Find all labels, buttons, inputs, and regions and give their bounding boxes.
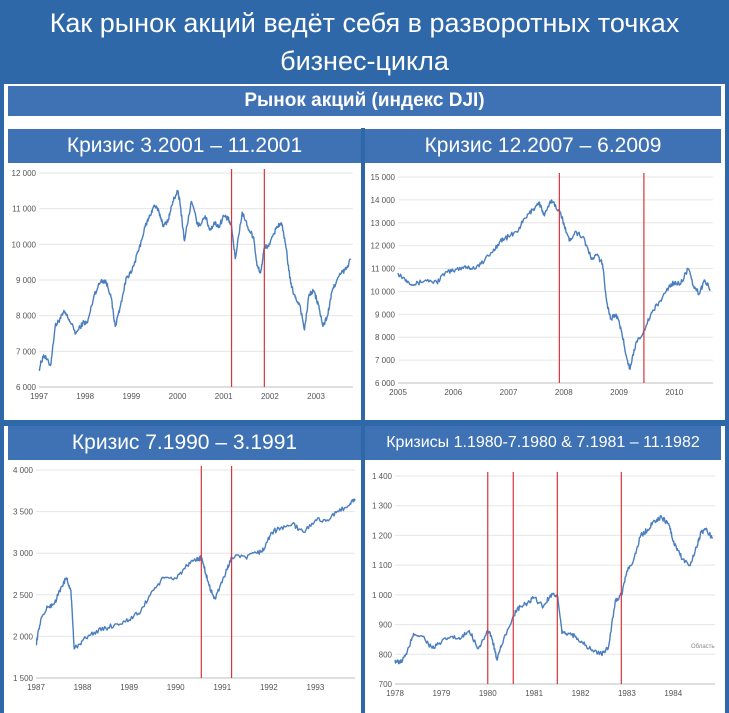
chart-4-svg: 700 800 900 1 000 1 100 1 200 1 300 1 400 1978 19… xyxy=(372,472,715,698)
x-tick-label: 1980 xyxy=(479,689,497,698)
y-tick-label: 13 000 xyxy=(371,219,396,228)
x-tick-label: 1987 xyxy=(27,683,45,692)
chart-1-svg: 6 000 7 000 8 000 9 000 10 000 11 000 12 000 19… xyxy=(12,169,353,401)
x-tick-label: 2010 xyxy=(665,388,683,397)
x-tick-label: 1981 xyxy=(525,689,543,698)
y-tick-label: 9 000 xyxy=(375,310,396,319)
x-tick-label: 2008 xyxy=(555,388,573,397)
title-line-1: Как рынок акций ведёт себя в разворотных… xyxy=(49,8,680,38)
chart-1-title: Кризис 3.2001 – 11.2001 xyxy=(8,129,361,163)
y-tick-label: 6 000 xyxy=(375,379,396,388)
x-tick-label: 1982 xyxy=(572,689,590,698)
x-tick-label: 2000 xyxy=(169,392,187,401)
x-tick-label: 1997 xyxy=(30,392,48,401)
x-tick-label: 1998 xyxy=(76,392,94,401)
y-tick-label: 14 000 xyxy=(371,196,396,205)
y-tick-label: 1 300 xyxy=(372,502,393,511)
chart-1: 6 000 7 000 8 000 9 000 10 000 11 000 12 000 19… xyxy=(8,165,361,420)
x-tick-label: 2003 xyxy=(307,392,325,401)
divider-vertical-bottom xyxy=(361,426,365,713)
y-tick-label: 11 000 xyxy=(371,265,395,274)
y-tick-label: 8 000 xyxy=(375,333,396,342)
x-tick-label: 1983 xyxy=(618,689,636,698)
x-tick-label: 1978 xyxy=(386,689,404,698)
chart-3: 1 500 2 000 2 500 3 000 3 500 4 000 1987 1988 19… xyxy=(8,462,361,713)
chart-3-svg: 1 500 2 000 2 500 3 000 3 500 4 000 1987 1988 19… xyxy=(13,466,356,692)
y-tick-label: 1 400 xyxy=(372,472,393,481)
chart-annotation: Область xyxy=(691,644,715,650)
section-subtitle: Рынок акций (индекс DJI) xyxy=(8,86,721,116)
y-tick-label: 2 500 xyxy=(13,591,34,600)
series-line xyxy=(35,498,356,650)
y-tick-label: 12 000 xyxy=(12,169,37,178)
chart-2-title: Кризис 12.2007 – 6.2009 xyxy=(365,129,721,163)
x-tick-label: 2006 xyxy=(444,388,462,397)
y-tick-label: 1 000 xyxy=(372,591,393,600)
y-tick-label: 6 000 xyxy=(16,383,37,392)
x-tick-label: 1989 xyxy=(120,683,138,692)
x-tick-label: 2007 xyxy=(500,388,518,397)
y-tick-label: 10 000 xyxy=(12,240,37,249)
title-line-2: бизнес-цикла xyxy=(280,46,449,76)
x-tick-label: 1988 xyxy=(74,683,92,692)
x-tick-label: 1984 xyxy=(664,689,682,698)
x-tick-label: 1991 xyxy=(213,683,231,692)
y-tick-label: 9 000 xyxy=(16,276,37,285)
x-tick-label: 1979 xyxy=(432,689,450,698)
y-tick-label: 11 000 xyxy=(12,205,36,214)
y-tick-label: 2 000 xyxy=(13,632,34,641)
y-tick-label: 7 000 xyxy=(375,356,396,365)
y-tick-label: 700 xyxy=(379,680,393,689)
x-tick-label: 2002 xyxy=(261,392,279,401)
y-tick-label: 8 000 xyxy=(16,312,37,321)
divider-vertical-top xyxy=(361,128,365,420)
x-tick-label: 1990 xyxy=(167,683,185,692)
y-tick-label: 900 xyxy=(379,621,393,630)
y-tick-label: 3 500 xyxy=(13,508,34,517)
y-tick-label: 3 000 xyxy=(13,549,34,558)
x-tick-label: 2005 xyxy=(389,388,407,397)
series-line xyxy=(394,515,714,665)
page-title: Как рынок акций ведёт себя в разворотных… xyxy=(0,0,729,82)
x-tick-label: 1992 xyxy=(260,683,278,692)
chart-4: 700 800 900 1 000 1 100 1 200 1 300 1 400 1978 19… xyxy=(365,462,721,713)
series-line xyxy=(38,189,352,372)
x-tick-label: 1999 xyxy=(122,392,140,401)
series-line xyxy=(397,199,711,371)
y-tick-label: 800 xyxy=(379,650,393,659)
y-tick-label: 1 500 xyxy=(13,674,34,683)
chart-4-title: Кризисы 1.1980-7.1980 & 7.1981 – 11.1982 xyxy=(365,426,721,460)
divider-horizontal xyxy=(4,420,725,426)
chart-2-svg: 6 000 7 000 8 000 9 000 10 000 11 000 12 000 13… xyxy=(371,173,713,397)
y-tick-label: 4 000 xyxy=(13,466,34,475)
y-tick-label: 12 000 xyxy=(371,242,396,251)
y-tick-label: 1 100 xyxy=(372,561,393,570)
x-tick-label: 2009 xyxy=(610,388,628,397)
y-tick-label: 15 000 xyxy=(371,173,396,182)
x-tick-label: 1993 xyxy=(307,683,325,692)
x-tick-label: 2001 xyxy=(215,392,233,401)
y-tick-label: 10 000 xyxy=(371,287,396,296)
y-tick-label: 1 200 xyxy=(372,531,393,540)
y-tick-label: 7 000 xyxy=(16,347,37,356)
chart-2: 6 000 7 000 8 000 9 000 10 000 11 000 12 000 13… xyxy=(365,165,721,420)
chart-3-title: Кризис 7.1990 – 3.1991 xyxy=(8,426,361,460)
